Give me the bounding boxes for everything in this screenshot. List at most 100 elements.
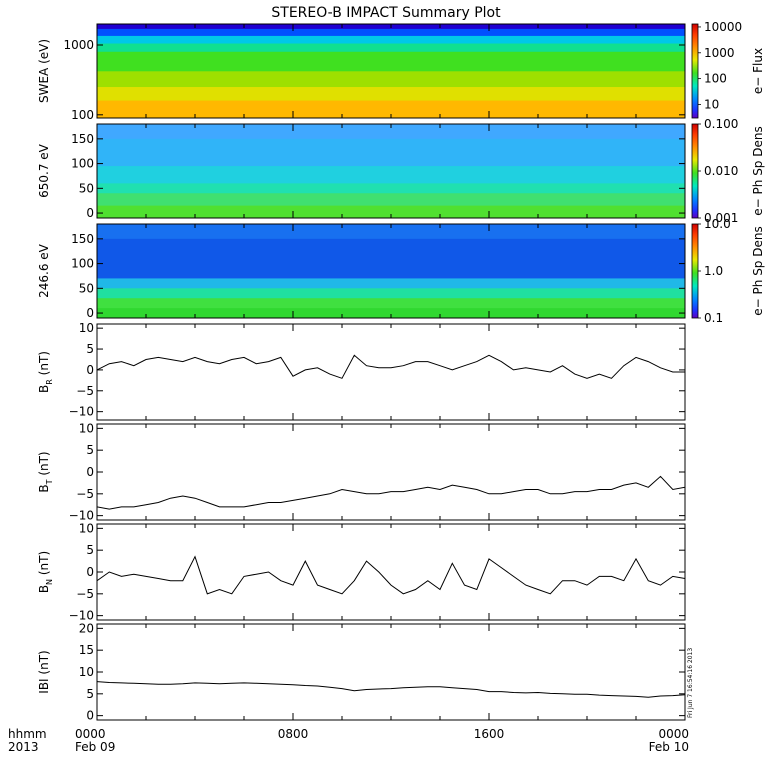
colorbar-label: e− Ph Sp Dens (751, 226, 765, 315)
y-tick-label: 1000 (63, 38, 94, 52)
colorbar-tick-label: 10 (704, 97, 719, 111)
y-tick-label: 0 (86, 565, 94, 579)
y-tick-label: 150 (71, 232, 94, 246)
panel-1: 0.100 0.010 0.001 e− Ph Sp Dens 150 100 50 0 650… (37, 117, 765, 225)
colorbar-label: e− Ph Sp Dens (751, 126, 765, 215)
panel-2: 10.0 1.0 0.1 e− Ph Sp Dens 150 100 50 0 246.6 eV (37, 217, 765, 325)
y-axis-label: IBI (nT) (37, 650, 51, 693)
y-tick-label: 20 (79, 621, 94, 635)
y-tick-label: 150 (71, 132, 94, 146)
heatmap-band-2 (97, 35, 685, 45)
y-axis-label: BR (nT) (37, 351, 54, 393)
y-tick-label: 10 (79, 521, 94, 535)
heatmap-band-1 (97, 238, 685, 279)
heatmap-band-2 (97, 278, 685, 289)
colorbar-tick-label: 1.0 (704, 264, 723, 278)
heatmap-band-7 (97, 100, 685, 118)
heatmap-band-5 (97, 71, 685, 88)
y-axis-label: SWEA (eV) (37, 39, 51, 103)
plot-title: STEREO-B IMPACT Summary Plot (271, 5, 501, 21)
series-line (97, 354, 685, 379)
colorbar-tick-label: 10.0 (704, 217, 731, 231)
colorbar-tick-label: 0.100 (704, 117, 738, 131)
heatmap-band-4 (97, 193, 685, 207)
heatmap-band-1 (97, 138, 685, 167)
y-tick-label: −10 (69, 405, 94, 419)
x-tick-date-label: Feb 09 (75, 740, 115, 754)
colorbar-tick-label: 1000 (704, 46, 735, 60)
series-line (97, 475, 685, 510)
y-tick-label: 5 (86, 342, 94, 356)
x-tick-time-label: 0000 (75, 727, 106, 741)
heatmap-bands (97, 224, 685, 318)
y-tick-label: 0 (86, 363, 94, 377)
heatmap-band-4 (97, 298, 685, 309)
y-tick-label: 15 (79, 643, 94, 657)
y-tick-label: 5 (86, 543, 94, 557)
panel-0: 10000 1000 100 10 e− Flux 1000 100 SWEA (eV) (37, 20, 765, 122)
y-tick-label: 10 (79, 665, 94, 679)
y-tick-label: 100 (71, 157, 94, 171)
colorbar-tick-label: 0.010 (704, 164, 738, 178)
y-tick-label: 100 (71, 257, 94, 271)
heatmap-bands (97, 124, 685, 218)
y-tick-label: 5 (86, 687, 94, 701)
colorbar (691, 123, 699, 219)
y-tick-label: 0 (86, 206, 94, 220)
series-line (97, 555, 685, 595)
panel-4: 10 5 0 −5 −10 BT (nT) (37, 421, 686, 523)
panel-frame (96, 423, 686, 521)
heatmap-band-2 (97, 166, 685, 184)
heatmap-band-5 (97, 308, 685, 318)
heatmap-band-3 (97, 183, 685, 194)
series-line (97, 681, 685, 698)
y-tick-label: 0 (86, 306, 94, 320)
y-tick-label: −10 (69, 509, 94, 523)
y-axis-label: 650.7 eV (37, 143, 51, 198)
heatmap-band-3 (97, 288, 685, 299)
y-tick-label: 10 (79, 321, 94, 335)
colorbar-tick-label: 10000 (704, 20, 742, 34)
y-tick-label: 0 (86, 465, 94, 479)
x-tick-time-label: 0000 (658, 727, 689, 741)
y-axis-label: BN (nT) (37, 551, 54, 593)
y-tick-label: 0 (86, 709, 94, 723)
time-axis-year-label: 2013 (8, 740, 39, 754)
panel-frame (96, 623, 686, 721)
panel-5: 10 5 0 −5 −10 BN (nT) (37, 521, 686, 623)
y-tick-label: −5 (76, 487, 94, 501)
y-tick-label: 100 (71, 108, 94, 122)
colorbar-tick-label: 0.001 (704, 211, 738, 225)
y-tick-label: 5 (86, 443, 94, 457)
generation-timestamp: Fri Jun 7 16:54:16 2013 (687, 648, 694, 718)
y-tick-label: 50 (79, 281, 94, 295)
heatmap-band-1 (97, 28, 685, 37)
colorbar-tick-label: 0.1 (704, 311, 723, 325)
colorbar (691, 223, 699, 319)
colorbar-label: e− Flux (751, 48, 765, 94)
x-tick-date-label: Feb 10 (649, 740, 689, 754)
heatmap-bands (97, 24, 685, 118)
x-tick-time-label: 1600 (474, 727, 505, 741)
time-axis-unit-label: hhmm (8, 727, 47, 741)
panel-3: 10 5 0 −5 −10 BR (nT) (37, 321, 686, 421)
colorbar-tick-label: 100 (704, 72, 727, 86)
y-tick-label: −5 (76, 587, 94, 601)
panel-frame (96, 323, 686, 421)
y-tick-label: −5 (76, 384, 94, 398)
heatmap-band-6 (97, 87, 685, 102)
y-axis-label: BT (nT) (37, 451, 54, 492)
y-axis-label: 246.6 eV (37, 243, 51, 298)
x-tick-time-label: 0800 (278, 727, 309, 741)
y-tick-label: 10 (79, 421, 94, 435)
colorbar (691, 23, 699, 119)
heatmap-band-4 (97, 51, 685, 72)
y-tick-label: 50 (79, 181, 94, 195)
y-tick-label: −10 (69, 609, 94, 623)
panel-6: 20 15 10 5 0 IBI (nT) (37, 621, 686, 723)
heatmap-band-3 (97, 43, 685, 53)
panel-frame (96, 523, 686, 621)
